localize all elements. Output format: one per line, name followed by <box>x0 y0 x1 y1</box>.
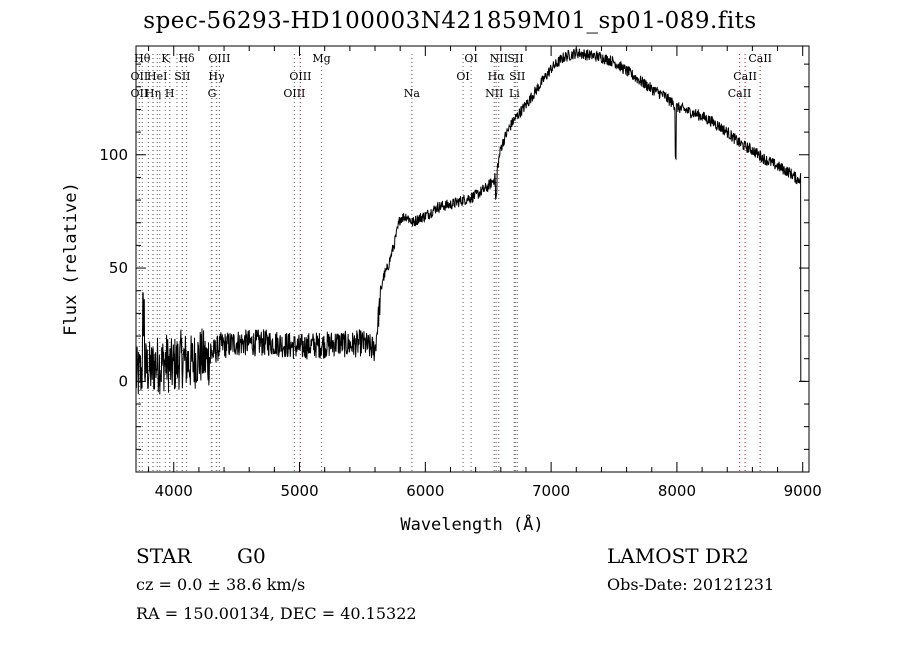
x-tick-label: 4000 <box>155 482 193 500</box>
y-tick-label: 0 <box>118 372 128 390</box>
chart-title: spec-56293-HD100003N421859M01_sp01-089.f… <box>143 8 757 34</box>
redshift-label: cz = 0.0 ± 38.6 km/s <box>136 575 306 594</box>
line-marker-label: SII <box>507 52 523 65</box>
obs-date-label: Obs-Date: 20121231 <box>607 575 775 594</box>
subclass-label: G0 <box>237 544 266 568</box>
y-tick-label: 50 <box>109 259 128 277</box>
line-marker-label: Hθ <box>134 52 151 65</box>
line-marker-label: Hδ <box>178 52 195 65</box>
line-markers <box>138 54 761 472</box>
line-marker-label: OI <box>464 52 477 65</box>
x-axis-ticks: 4000 5000 6000 7000 8000 9000 <box>148 46 822 500</box>
line-marker-label: OIII <box>283 87 305 100</box>
x-tick-label: 8000 <box>658 482 696 500</box>
line-marker-label: H <box>165 87 175 100</box>
y-axis-ticks: 0 50 100 <box>99 63 809 450</box>
line-marker-label: Li <box>509 87 520 100</box>
x-tick-label: 5000 <box>280 482 318 500</box>
line-marker-label: OIII <box>208 52 230 65</box>
coordinates-label: RA = 150.00134, DEC = 40.15322 <box>136 604 417 623</box>
line-marker-label: SII <box>174 70 190 83</box>
line-marker-label: OIII <box>289 70 311 83</box>
line-marker-label: Na <box>404 87 421 100</box>
plot-frame <box>135 45 810 473</box>
line-marker-label: HeI <box>147 70 167 83</box>
x-axis-label: Wavelength (Å) <box>400 513 543 535</box>
line-marker-label: K <box>161 52 170 65</box>
line-marker-label: NII <box>490 52 508 65</box>
y-tick-label: 100 <box>99 146 128 164</box>
line-marker-label: Hγ <box>208 70 225 83</box>
line-marker-label: OII <box>131 70 149 83</box>
x-tick-label: 7000 <box>532 482 570 500</box>
line-marker-label: SII <box>509 70 525 83</box>
x-tick-label: 6000 <box>406 482 444 500</box>
line-marker-label: Hα <box>488 70 506 83</box>
line-marker-label: Hη <box>145 87 161 100</box>
line-marker-label: NII <box>485 87 503 100</box>
line-marker-label: CaII <box>748 52 772 65</box>
line-marker-label: CaII <box>728 87 752 100</box>
spectrum-line <box>135 47 806 395</box>
line-marker-label: OII <box>131 87 149 100</box>
line-marker-label: Mg <box>312 52 330 65</box>
line-marker-label: OI <box>456 70 469 83</box>
x-tick-label: 9000 <box>784 482 822 500</box>
line-marker-label: G <box>208 87 217 100</box>
y-axis-label: Flux (relative) <box>61 182 81 336</box>
class-label: STAR <box>136 544 192 568</box>
survey-label: LAMOST DR2 <box>607 544 749 568</box>
line-marker-label: CaII <box>733 70 757 83</box>
